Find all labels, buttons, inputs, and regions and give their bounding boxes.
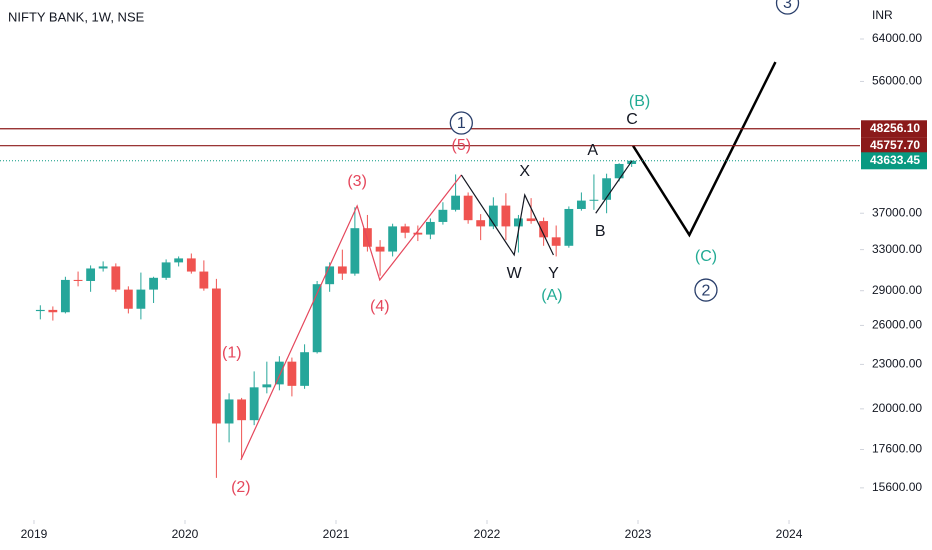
x-tick-label: 2020 <box>172 527 199 541</box>
annotation: B <box>595 223 606 240</box>
x-tick-label: 2021 <box>323 527 350 541</box>
candle-body <box>287 361 297 386</box>
candle-body <box>35 309 45 312</box>
candle-body <box>576 200 586 209</box>
price-level-label: 48256.10 <box>870 121 920 135</box>
candle-body <box>136 289 146 309</box>
price-level-tag <box>861 152 927 170</box>
y-tick-label: 64000.00 <box>872 31 922 45</box>
drawing-line <box>631 61 777 238</box>
candle-body <box>224 399 234 424</box>
candle-body <box>476 220 486 227</box>
price-level-label: 45757.70 <box>870 138 920 152</box>
candle-body <box>186 258 196 272</box>
candle-body <box>98 266 108 269</box>
candle-body <box>425 221 435 235</box>
y-tick-label: 29000.00 <box>872 283 922 297</box>
candle-body <box>199 271 209 289</box>
candle-body <box>388 226 398 252</box>
candle-body <box>161 262 171 278</box>
candle-body <box>438 209 448 222</box>
annotation-circle <box>449 111 473 135</box>
candle-body <box>237 399 247 421</box>
candle-body <box>413 232 423 235</box>
y-tick-label: 20000.00 <box>872 401 922 415</box>
annotation: W <box>507 265 523 282</box>
y-tick-label: 26000.00 <box>872 318 922 332</box>
candle-body <box>375 246 385 252</box>
candle-body <box>526 218 536 222</box>
candle-body <box>400 226 410 233</box>
y-tick-label: 56000.00 <box>872 74 922 88</box>
candle-body <box>589 199 599 201</box>
candle-body <box>551 237 561 246</box>
annotation: 1 <box>457 115 466 132</box>
candle-body <box>350 228 360 274</box>
annotation: 3 <box>783 0 792 12</box>
annotation: X <box>519 163 530 180</box>
annotation: C <box>626 111 638 128</box>
annotation: Y <box>548 265 559 282</box>
candle-body <box>274 361 284 385</box>
annotation: (B) <box>629 93 650 110</box>
y-tick-label: 33000.00 <box>872 242 922 256</box>
drawing-line <box>460 174 554 257</box>
annotation: (2) <box>231 479 251 496</box>
candle-body <box>539 221 549 238</box>
candle-body <box>60 279 70 313</box>
annotation-circle <box>775 0 800 15</box>
candle-body <box>300 352 309 386</box>
candle-body <box>325 266 335 285</box>
price-level-tag <box>861 120 927 138</box>
candle-body <box>73 279 83 281</box>
x-tick-label: 2024 <box>776 527 803 541</box>
candle-body <box>174 258 184 263</box>
chart-title: NIFTY BANK, 1W, NSE <box>8 9 145 24</box>
candle-body <box>86 268 96 281</box>
candle-body <box>312 284 322 353</box>
y-tick-label: 17600.00 <box>872 442 922 456</box>
candle-body <box>123 289 133 309</box>
x-tick-label: 2023 <box>625 527 652 541</box>
candle-body <box>488 205 498 227</box>
y-tick-label: 37000.00 <box>872 205 922 219</box>
candle-body <box>463 195 473 221</box>
x-tick-label: 2022 <box>474 527 501 541</box>
axis-unit: INR <box>872 8 893 22</box>
candle-body <box>337 266 347 274</box>
y-tick-label: 23000.00 <box>872 357 922 371</box>
annotation-circle <box>694 278 718 302</box>
candle-body <box>211 288 221 424</box>
candle-body <box>48 309 58 313</box>
price-level-label: 43633.45 <box>870 153 920 167</box>
drawing-line <box>240 174 462 461</box>
drawing-line <box>595 160 633 214</box>
candle-body <box>602 178 612 200</box>
candle-body <box>249 387 259 421</box>
y-tick-label: 15600.00 <box>872 480 922 494</box>
candle-body <box>501 205 511 227</box>
candle-body <box>149 277 158 290</box>
annotation: (C) <box>695 248 717 265</box>
annotation: (4) <box>370 298 390 315</box>
annotation: (3) <box>347 173 367 190</box>
candle-body <box>111 266 121 290</box>
candle-body <box>451 195 461 210</box>
annotation: A <box>587 142 598 159</box>
annotation: (1) <box>222 344 242 361</box>
price-level-tag <box>861 137 927 155</box>
annotation: 2 <box>702 282 711 299</box>
candle-body <box>262 384 272 388</box>
candle-body <box>564 208 574 246</box>
x-tick-label: 2019 <box>21 527 48 541</box>
candle-body <box>627 160 637 164</box>
annotation: (5) <box>452 137 472 154</box>
annotation: (A) <box>541 287 562 304</box>
candle-body <box>614 163 624 179</box>
candle-body <box>514 218 523 227</box>
